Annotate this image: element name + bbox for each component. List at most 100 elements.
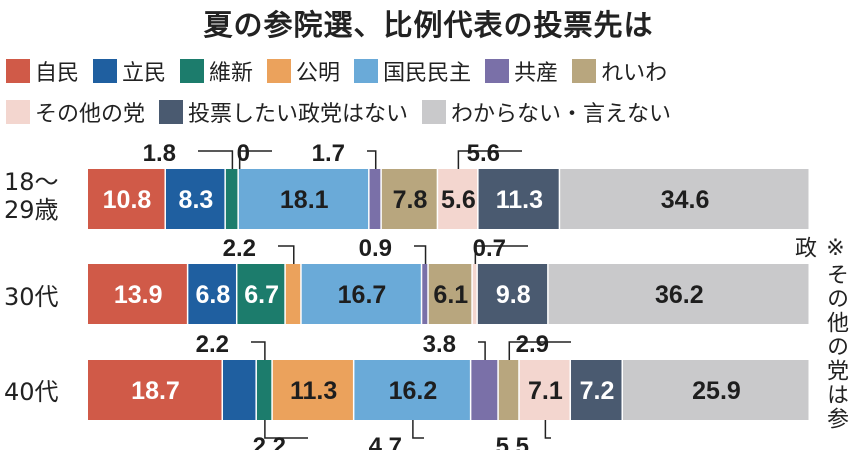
callout-leader bbox=[412, 420, 424, 439]
footnote: ※その他の党は参政 bbox=[791, 236, 848, 431]
bar-segment bbox=[381, 169, 437, 229]
legend-item-ldp: 自民 bbox=[6, 55, 79, 87]
callout-leader bbox=[238, 150, 272, 169]
bar-segment bbox=[560, 169, 809, 229]
legend-label: 自民 bbox=[35, 61, 80, 86]
row-label-line: 18〜 bbox=[4, 168, 59, 196]
data-label: 8.3 bbox=[179, 186, 214, 214]
data-label: 7.8 bbox=[393, 186, 428, 214]
data-label: 13.9 bbox=[114, 281, 163, 309]
bar-segment bbox=[285, 264, 301, 324]
legend-swatch bbox=[180, 59, 205, 83]
callout-leader bbox=[414, 245, 427, 264]
legend-item-jcp: 共産 bbox=[485, 55, 558, 87]
bar-segment bbox=[188, 264, 236, 324]
data-label: 36.2 bbox=[655, 281, 704, 309]
callout-leader bbox=[198, 150, 234, 169]
bar-segment bbox=[548, 264, 809, 324]
legend-label: 国民民主 bbox=[383, 61, 472, 86]
bar-segment bbox=[88, 264, 187, 324]
bar-segment bbox=[225, 169, 238, 229]
legend-label: わからない・言えない bbox=[451, 102, 672, 127]
callout-label: 2.2 bbox=[196, 331, 229, 358]
data-label: 7.1 bbox=[528, 377, 563, 405]
callout-label: 2.9 bbox=[516, 331, 549, 358]
legend-item-ishin: 維新 bbox=[180, 55, 253, 87]
bar-segment bbox=[223, 360, 256, 420]
data-label: 25.9 bbox=[692, 377, 741, 405]
data-label: 11.3 bbox=[290, 377, 337, 405]
bar-segment bbox=[438, 169, 478, 229]
bar-segment bbox=[369, 169, 381, 229]
row-label-30s: 30代 bbox=[4, 283, 59, 311]
callout-leader bbox=[367, 150, 377, 169]
data-label: 9.8 bbox=[496, 281, 531, 309]
data-label: 34.6 bbox=[661, 186, 710, 214]
legend-swatch bbox=[354, 59, 379, 83]
callout-leader bbox=[478, 341, 486, 360]
bar-segment bbox=[301, 264, 421, 324]
legend-swatch bbox=[159, 100, 184, 124]
callout-label: 0 bbox=[237, 140, 250, 167]
callout-leader bbox=[278, 245, 295, 264]
data-label: 6.8 bbox=[196, 281, 231, 309]
legend-swatch bbox=[485, 59, 510, 83]
legend-label: 共産 bbox=[514, 61, 559, 86]
bar-segment bbox=[88, 169, 165, 229]
callout-label: 1.8 bbox=[143, 140, 176, 167]
legend-label: れいわ bbox=[601, 61, 668, 86]
callout-label: 2.2 bbox=[253, 433, 286, 450]
data-label: 16.2 bbox=[389, 377, 438, 405]
bar-segment bbox=[623, 360, 809, 420]
data-label: 18.7 bbox=[131, 377, 180, 405]
legend-row-2: その他の党 投票したい政党はない わからない・言えない bbox=[6, 96, 685, 128]
bar-segment bbox=[498, 360, 519, 420]
bar-segment bbox=[237, 264, 285, 324]
legend-item-cdp: 立民 bbox=[93, 55, 166, 87]
bar-segment bbox=[422, 264, 428, 324]
legend-swatch bbox=[267, 59, 292, 83]
data-label: 6.1 bbox=[433, 281, 468, 309]
legend-item-no-party: 投票したい政党はない bbox=[159, 96, 408, 128]
callout-label: 2.2 bbox=[223, 235, 256, 262]
legend-item-dpfp: 国民民主 bbox=[354, 55, 471, 87]
data-label: 11.3 bbox=[496, 186, 543, 214]
chart-title: 夏の参院選、比例代表の投票先は bbox=[203, 8, 654, 42]
data-label: 16.7 bbox=[338, 281, 387, 309]
legend-swatch bbox=[6, 100, 30, 124]
row-label-40s: 40代 bbox=[4, 378, 59, 406]
legend-item-dont-know: わからない・言えない bbox=[422, 96, 671, 128]
bar-segment bbox=[478, 169, 559, 229]
data-label: 6.7 bbox=[244, 281, 279, 309]
callout-label: 3.8 bbox=[423, 331, 456, 358]
bar-segment bbox=[472, 264, 477, 324]
callout-leader bbox=[474, 245, 528, 264]
data-label: 7.2 bbox=[580, 377, 615, 405]
legend-item-komeito: 公明 bbox=[267, 55, 340, 87]
bar-segment bbox=[88, 360, 222, 420]
row-label-18-29: 18〜 29歳 bbox=[4, 168, 59, 224]
bar-segment bbox=[428, 264, 472, 324]
callout-leader bbox=[508, 341, 571, 360]
callout-label: 0.9 bbox=[359, 235, 392, 262]
legend-swatch bbox=[6, 59, 30, 83]
bar-segment bbox=[571, 360, 622, 420]
data-label: 18.1 bbox=[280, 186, 329, 214]
row-label-line: 29歳 bbox=[4, 196, 59, 224]
legend-swatch bbox=[572, 59, 597, 83]
bar-segment bbox=[471, 360, 498, 420]
bar-segment bbox=[272, 360, 353, 420]
callout-label: 0.7 bbox=[473, 235, 506, 262]
legend-swatch bbox=[93, 59, 118, 83]
callout-label: 4.7 bbox=[369, 433, 402, 450]
bar-segment bbox=[519, 360, 570, 420]
legend-label: 投票したい政党はない bbox=[188, 102, 409, 127]
legend-label: 立民 bbox=[122, 61, 167, 86]
bar-segment bbox=[477, 264, 548, 324]
legend-item-reiwa: れいわ bbox=[572, 55, 667, 87]
legend-label: その他の党 bbox=[35, 102, 146, 127]
callout-leader bbox=[264, 420, 308, 439]
callout-leader bbox=[251, 341, 266, 360]
